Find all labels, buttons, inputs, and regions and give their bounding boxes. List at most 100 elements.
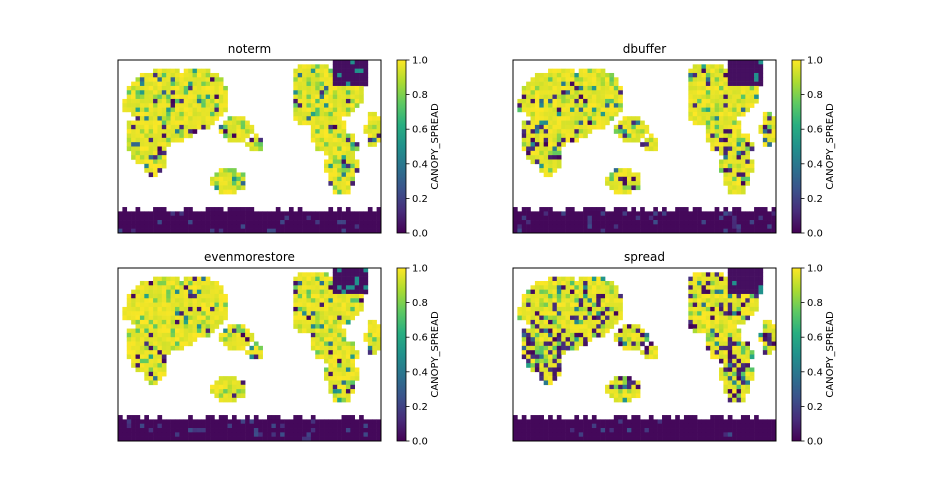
map-cell bbox=[701, 302, 707, 308]
map-cell bbox=[697, 90, 702, 95]
map-cell bbox=[144, 345, 149, 351]
map-cell bbox=[302, 280, 307, 286]
map-cell bbox=[583, 423, 588, 429]
map-cell bbox=[745, 350, 750, 355]
map-cell bbox=[710, 341, 715, 347]
map-cell bbox=[350, 306, 355, 312]
map-cell bbox=[148, 120, 154, 126]
map-cell bbox=[727, 285, 733, 290]
map-cell bbox=[192, 285, 198, 290]
map-cell bbox=[543, 215, 549, 221]
map-cell bbox=[231, 436, 237, 442]
map-cell bbox=[174, 137, 180, 143]
map-cell bbox=[526, 293, 531, 299]
map-cell bbox=[157, 328, 163, 334]
map-cell bbox=[205, 211, 211, 217]
map-cell bbox=[622, 124, 628, 130]
map-cell bbox=[363, 211, 369, 217]
map-cell bbox=[723, 298, 729, 303]
map-cell bbox=[534, 116, 540, 121]
map-cell bbox=[126, 224, 132, 229]
map-cell bbox=[534, 155, 540, 160]
map-cell bbox=[135, 107, 141, 113]
map-cell bbox=[534, 107, 540, 113]
map-cell bbox=[539, 168, 544, 173]
map-cell bbox=[701, 103, 707, 108]
map-cell bbox=[574, 77, 580, 82]
map-cell bbox=[354, 211, 360, 217]
map-cell bbox=[556, 120, 562, 126]
map-cell bbox=[635, 436, 641, 442]
map-cell bbox=[196, 116, 202, 121]
map-cell bbox=[350, 289, 355, 295]
map-cell bbox=[688, 285, 694, 290]
map-cell bbox=[188, 324, 193, 329]
map-cell bbox=[166, 436, 171, 442]
map-cell bbox=[640, 423, 645, 429]
map-cell bbox=[144, 371, 149, 377]
map-cell bbox=[740, 60, 746, 65]
colorbar-tick-label: 0.8 bbox=[807, 90, 823, 101]
map-cell bbox=[723, 168, 729, 173]
map-cell bbox=[513, 432, 518, 437]
map-cell bbox=[675, 211, 680, 217]
map-cell bbox=[153, 350, 158, 355]
map-cell bbox=[719, 428, 724, 433]
map-cell bbox=[223, 380, 228, 386]
map-cell bbox=[166, 133, 171, 139]
map-cell bbox=[324, 419, 329, 425]
map-cell bbox=[657, 428, 663, 433]
map-cell bbox=[552, 146, 558, 152]
map-cell bbox=[223, 129, 228, 134]
map-cell bbox=[131, 332, 136, 338]
map-cell bbox=[530, 302, 536, 308]
map-cell bbox=[293, 315, 299, 321]
map-cell bbox=[762, 215, 768, 221]
map-cell bbox=[653, 428, 658, 433]
map-cell bbox=[548, 150, 553, 156]
map-cell bbox=[161, 302, 167, 308]
map-cell bbox=[210, 436, 215, 442]
map-cell bbox=[161, 142, 167, 147]
map-cell bbox=[196, 72, 202, 78]
map-cell bbox=[223, 397, 228, 403]
map-cell bbox=[513, 224, 518, 229]
map-cell bbox=[548, 85, 553, 91]
map-cell bbox=[157, 68, 163, 74]
map-cell bbox=[297, 415, 303, 420]
map-cell bbox=[293, 228, 299, 234]
map-cell bbox=[126, 428, 132, 433]
map-cell bbox=[683, 220, 689, 225]
map-cell bbox=[332, 98, 338, 104]
map-cell bbox=[574, 224, 580, 229]
map-cell bbox=[236, 389, 242, 394]
map-cell bbox=[740, 415, 746, 420]
map-cell bbox=[736, 85, 742, 91]
map-cell bbox=[328, 116, 334, 121]
map-cell bbox=[183, 133, 189, 139]
map-cell bbox=[196, 302, 202, 308]
map-cell bbox=[271, 419, 277, 425]
map-cell bbox=[727, 116, 733, 121]
map-cell bbox=[705, 289, 711, 295]
map-cell bbox=[596, 103, 601, 108]
map-cell bbox=[631, 181, 637, 186]
map-cell bbox=[644, 332, 650, 338]
map-cell bbox=[310, 68, 316, 74]
map-cell bbox=[714, 428, 720, 433]
map-cell bbox=[332, 324, 338, 329]
map-cell bbox=[293, 94, 299, 100]
map-cell bbox=[543, 94, 549, 100]
map-cell bbox=[306, 311, 312, 316]
map-cell bbox=[591, 315, 597, 321]
map-cell bbox=[719, 116, 724, 121]
colorbar-tick-label: 0.4 bbox=[807, 367, 823, 378]
map-cell bbox=[354, 436, 360, 442]
map-cell bbox=[692, 81, 698, 87]
map-cell bbox=[736, 181, 742, 186]
map-cell bbox=[688, 90, 694, 95]
map-cell bbox=[596, 328, 601, 334]
map-cell bbox=[618, 215, 623, 221]
map-cell bbox=[745, 72, 750, 78]
map-cell bbox=[302, 90, 307, 95]
